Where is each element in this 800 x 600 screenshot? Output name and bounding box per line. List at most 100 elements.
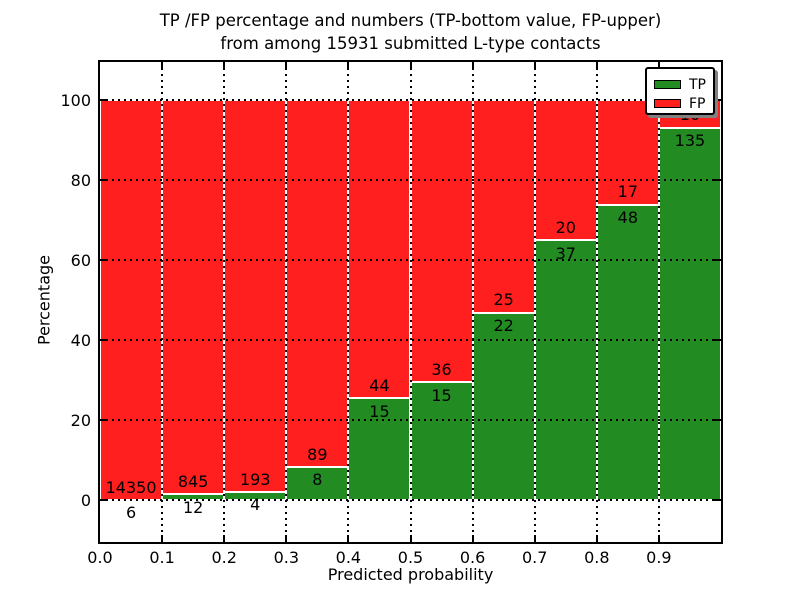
y-tick-label: 20: [70, 410, 91, 430]
x-tick-mark: [347, 62, 350, 69]
x-gridline: [595, 62, 598, 542]
y-tick-mark: [714, 339, 721, 341]
x-tick-mark: [471, 62, 474, 69]
tp-count-label: 135: [674, 130, 706, 150]
x-tick-label: 0.8: [584, 548, 610, 567]
fp-count-label: 14350: [105, 477, 157, 497]
y-gridline: [100, 339, 721, 341]
tp-count-label: 12: [182, 497, 204, 517]
x-tick-mark: [533, 535, 536, 542]
fp-count-label: 44: [369, 376, 390, 395]
x-tick-mark: [657, 62, 660, 69]
chart-title: TP /FP percentage and numbers (TP-bottom…: [100, 9, 721, 55]
tp-count-label: 37: [555, 243, 576, 263]
y-gridline: [100, 179, 721, 181]
bar-segment-tp: [596, 204, 659, 500]
x-gridline: [347, 62, 350, 542]
bar-segment-fp: [534, 100, 597, 241]
x-tick-mark: [471, 535, 474, 542]
y-tick-mark: [100, 339, 107, 341]
x-tick-mark: [533, 62, 536, 69]
y-tick-label: 100: [60, 90, 91, 110]
x-tick-mark: [657, 535, 660, 542]
y-gridline: [100, 419, 721, 421]
x-tick-label: 0.2: [211, 548, 237, 567]
tp-count-label: 15: [369, 401, 390, 421]
y-tick-label: 80: [70, 170, 91, 190]
y-tick-mark: [100, 499, 107, 501]
y-tick-mark: [714, 259, 721, 261]
y-tick-mark: [714, 179, 721, 181]
y-gridline: [100, 99, 721, 101]
tp-count-label: 6: [125, 503, 137, 523]
x-gridline: [161, 62, 164, 542]
fp-count-label: 845: [177, 472, 209, 492]
x-gridline: [471, 62, 474, 542]
fp-legend-swatch: [654, 99, 681, 108]
y-tick-mark: [714, 419, 721, 421]
legend-label-tp: TP: [689, 76, 706, 93]
chart-title-line2: from among 15931 submitted L-type contac…: [220, 34, 601, 53]
bar-segment-tp: [534, 240, 597, 500]
tp-count-label: 4: [250, 495, 261, 515]
bar-segment-fp: [472, 100, 535, 313]
y-tick-mark: [714, 99, 721, 101]
y-tick-mark: [100, 259, 107, 261]
tp-count-label: 8: [312, 470, 323, 490]
x-tick-mark: [161, 535, 164, 542]
y-tick-mark: [100, 99, 107, 101]
legend-item-fp: FP: [654, 94, 707, 113]
y-tick-mark: [100, 179, 107, 181]
plot-area: 1435068451219348984415361525222037174810…: [98, 60, 723, 544]
x-tick-label: 0.5: [397, 548, 424, 567]
x-tick-label: 0.3: [273, 548, 300, 567]
y-tick-label: 40: [70, 330, 91, 350]
fp-count-label: 193: [239, 469, 271, 489]
x-tick-mark: [285, 62, 288, 69]
fp-count-label: 25: [493, 290, 514, 310]
fp-count-label: 20: [555, 218, 576, 238]
x-tick-label: 0.6: [459, 548, 486, 567]
x-tick-mark: [347, 535, 350, 542]
tp-count-label: 48: [617, 207, 639, 227]
x-tick-label: 0.7: [521, 548, 548, 567]
y-gridline: [100, 259, 721, 261]
x-tick-mark: [285, 535, 288, 542]
x-tick-mark: [595, 62, 598, 69]
bar-segment-fp: [286, 100, 349, 467]
bar-segment-fp: [348, 100, 411, 399]
x-tick-label: 0.4: [335, 548, 362, 567]
y-gridline: [100, 499, 721, 501]
y-tick-label: 0: [80, 490, 91, 510]
bar-segment-tp: [410, 382, 473, 500]
fp-count-label: 17: [617, 182, 639, 202]
legend-item-tp: TP: [654, 75, 707, 94]
bar-segment-fp: [224, 100, 287, 492]
tp-count-label: 15: [431, 385, 452, 405]
y-tick-label: 60: [70, 250, 91, 270]
fp-count-label: 36: [431, 360, 452, 380]
y-axis-label: Percentage: [34, 254, 54, 346]
x-tick-mark: [595, 535, 598, 542]
bar-segment-fp: [100, 100, 163, 500]
x-axis-label: Predicted probability: [327, 565, 494, 584]
x-tick-mark: [223, 62, 226, 69]
x-tick-label: 0.0: [87, 548, 113, 567]
y-tick-mark: [100, 419, 107, 421]
tp-count-label: 22: [493, 316, 514, 336]
legend: TP FP: [645, 67, 715, 115]
bar-segment-tp: [658, 127, 721, 500]
tp-legend-swatch: [654, 80, 681, 89]
x-tick-mark: [161, 62, 164, 69]
legend-label-fp: FP: [689, 95, 706, 112]
chart-title-line1: TP /FP percentage and numbers (TP-bottom…: [159, 11, 662, 30]
x-gridline: [285, 62, 288, 542]
bar-segment-fp: [162, 100, 225, 495]
y-tick-mark: [714, 499, 721, 501]
x-gridline: [657, 62, 660, 542]
x-gridline: [223, 62, 226, 542]
x-tick-label: 0.1: [149, 548, 175, 567]
x-tick-mark: [409, 535, 412, 542]
x-tick-mark: [409, 62, 412, 69]
fp-count-label: 89: [307, 444, 328, 464]
